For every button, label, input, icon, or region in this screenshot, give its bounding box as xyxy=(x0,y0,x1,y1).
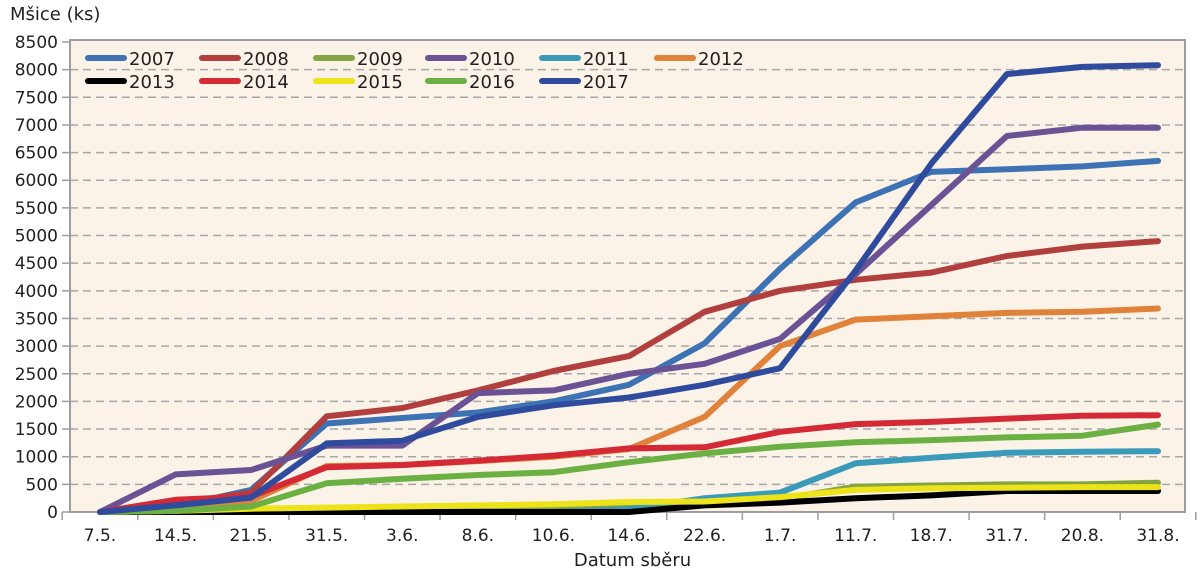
x-tick-label: 14.6. xyxy=(607,526,650,546)
y-tick-label: 500 xyxy=(26,475,58,495)
y-tick-label: 2000 xyxy=(15,392,58,412)
legend-label-2009: 2009 xyxy=(357,49,403,70)
legend-label-2015: 2015 xyxy=(357,72,403,93)
legend-label-2014: 2014 xyxy=(243,72,289,93)
y-tick-label: 7000 xyxy=(15,116,58,136)
x-tick-label: 14.5. xyxy=(154,526,197,546)
series-line-2014 xyxy=(97,412,1161,515)
plot-area xyxy=(69,39,1186,513)
legend-label-2017: 2017 xyxy=(583,72,629,93)
legend-label-2007: 2007 xyxy=(129,49,175,70)
series-line-2015 xyxy=(97,484,1161,515)
x-tick-label: 7.5. xyxy=(84,526,116,546)
x-tick-label: 21.5. xyxy=(230,526,273,546)
legend-label-2011: 2011 xyxy=(583,49,629,70)
x-tick-label: 31.8. xyxy=(1136,526,1179,546)
x-tick-label: 11.7. xyxy=(834,526,877,546)
y-axis-title: Mšice (ks) xyxy=(10,4,101,25)
y-tick-label: 4500 xyxy=(15,254,58,274)
y-tick-label: 5500 xyxy=(15,199,58,219)
y-tick-label: 2500 xyxy=(15,365,58,385)
y-tick-label: 1000 xyxy=(15,448,58,468)
series-line-2010 xyxy=(97,124,1161,515)
x-tick-label: 31.5. xyxy=(305,526,348,546)
legend-label-2016: 2016 xyxy=(469,72,515,93)
y-tick-label: 5000 xyxy=(15,227,58,247)
x-tick-label: 20.8. xyxy=(1061,526,1104,546)
y-tick-label: 3000 xyxy=(15,337,58,357)
y-tick-label: 8000 xyxy=(15,61,58,81)
y-tick-label: 7500 xyxy=(15,88,58,108)
y-tick-label: 1500 xyxy=(15,420,58,440)
legend-label-2013: 2013 xyxy=(129,72,175,93)
y-tick-label: 4000 xyxy=(15,282,58,302)
x-tick-label: 22.6. xyxy=(683,526,726,546)
series-line-2013 xyxy=(97,488,1161,515)
series-line-2016 xyxy=(97,421,1161,515)
y-tick-label: 0 xyxy=(47,503,58,523)
legend-label-2008: 2008 xyxy=(243,49,289,70)
y-tick-label: 6000 xyxy=(15,171,58,191)
x-axis-title: Datum sběru xyxy=(573,550,692,571)
y-tick-label: 8500 xyxy=(15,33,58,53)
x-tick-label: 31.7. xyxy=(985,526,1028,546)
series-line-2017 xyxy=(97,62,1161,515)
series-line-2008 xyxy=(97,238,1161,515)
x-tick-label: 1.7. xyxy=(764,526,796,546)
y-tick-label: 3500 xyxy=(15,309,58,329)
y-tick-label: 6500 xyxy=(15,144,58,164)
x-tick-label: 18.7. xyxy=(910,526,953,546)
x-tick-label: 10.6. xyxy=(532,526,575,546)
x-tick-label: 8.6. xyxy=(462,526,494,546)
x-tick-label: 3.6. xyxy=(386,526,418,546)
legend-label-2012: 2012 xyxy=(698,49,744,70)
legend-label-2010: 2010 xyxy=(469,49,515,70)
